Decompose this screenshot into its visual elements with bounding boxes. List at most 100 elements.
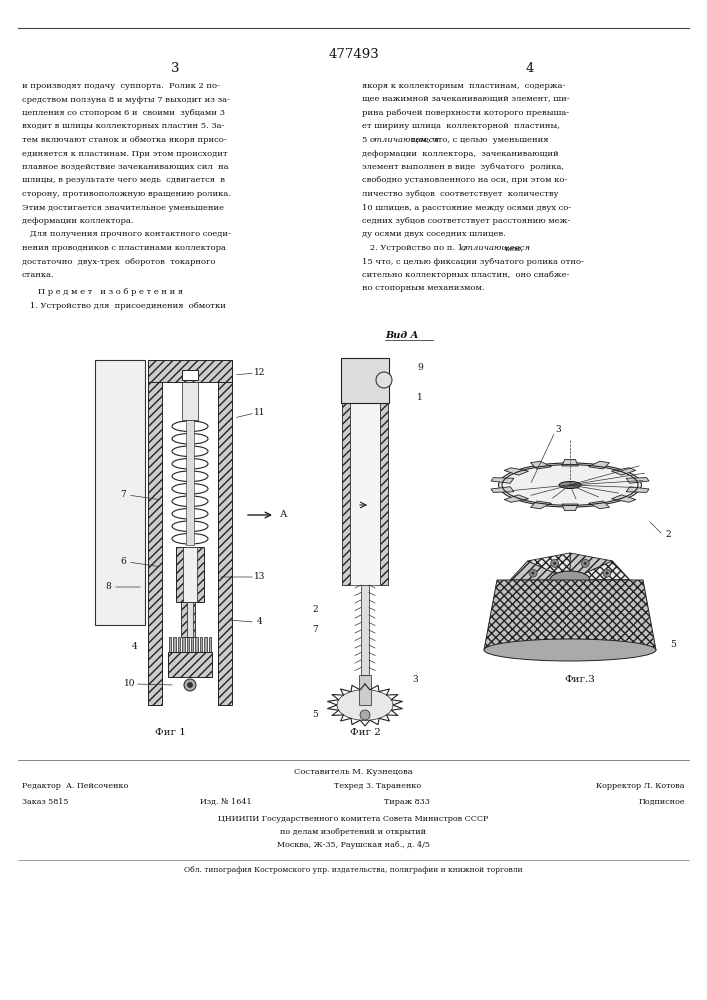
Polygon shape [491,487,514,492]
Text: станка.: станка. [22,271,54,279]
Text: деформации  коллектора,  зачеканивающий: деформации коллектора, зачеканивающий [362,149,559,157]
Polygon shape [626,478,649,483]
Text: тем включают станок и обмотка якоря присо-: тем включают станок и обмотка якоря прис… [22,136,227,144]
Text: тем,: тем, [499,244,523,252]
Text: 12: 12 [255,368,266,377]
Text: личество зубцов  соответствует  количеству: личество зубцов соответствует количеству [362,190,559,198]
Polygon shape [570,553,612,574]
Bar [187,602,193,637]
Text: Тираж 833: Тираж 833 [383,798,429,806]
Bar [187,637,189,652]
Bar [176,547,204,602]
Polygon shape [510,561,556,580]
Ellipse shape [498,463,641,507]
Bar [342,360,350,585]
Circle shape [360,710,370,720]
Text: по делам изобретений и открытий: по делам изобретений и открытий [281,828,426,836]
Polygon shape [570,586,612,607]
Text: 2: 2 [312,605,318,614]
Bar [350,360,380,585]
Bar [186,420,194,545]
Text: 2. Устройство по п. 1,: 2. Устройство по п. 1, [362,244,471,252]
Text: нения проводников с пластинами коллектора: нения проводников с пластинами коллектор… [22,244,226,252]
Text: деформации коллектора.: деформации коллектора. [22,217,134,225]
Text: Заказ 5815: Заказ 5815 [22,798,69,806]
Text: 3: 3 [412,675,418,684]
Text: плавное воздействие зачеканивающих сил  на: плавное воздействие зачеканивающих сил н… [22,163,228,171]
Ellipse shape [484,639,656,661]
Bar [148,360,232,382]
Text: Изд. № 1641: Изд. № 1641 [200,798,252,806]
Polygon shape [527,553,570,574]
Bar [218,360,232,705]
Text: 5: 5 [312,710,318,719]
Bar [182,382,198,420]
Bar [209,637,211,652]
Polygon shape [484,580,656,650]
Text: Подписное: Подписное [638,798,685,806]
Text: 3: 3 [555,425,561,434]
Text: 4: 4 [257,617,263,626]
Text: 15 что, с целью фиксации зубчатого ролика отно-: 15 что, с целью фиксации зубчатого ролик… [362,257,584,265]
Circle shape [581,593,590,601]
Text: Москва, Ж-35, Раушская наб., д. 4/5: Москва, Ж-35, Раушская наб., д. 4/5 [277,841,430,849]
Text: Для получения прочного контактного соеди-: Для получения прочного контактного соеди… [22,231,231,238]
Text: Этим достигается значительное уменьшение: Этим достигается значительное уменьшение [22,204,224,212]
Polygon shape [504,468,529,475]
Bar [191,637,194,652]
Text: 11: 11 [255,408,266,417]
Circle shape [603,583,611,591]
Polygon shape [510,580,556,599]
Bar [168,652,212,677]
Text: якоря к коллекторным  пластинам,  содержа-: якоря к коллекторным пластинам, содержа- [362,82,566,90]
Bar [200,637,202,652]
Text: 7: 7 [312,625,318,634]
Bar [182,637,185,652]
Bar [204,637,206,652]
Bar [195,637,198,652]
Text: шлицы, в результате чего медь  сдвигается  в: шлицы, в результате чего медь сдвигается… [22,176,225,184]
Text: отличающееся: отличающееся [460,244,530,252]
Circle shape [532,572,534,575]
Text: единяется к пластинам. При этом происходит: единяется к пластинам. При этом происход… [22,149,228,157]
Text: 10 шлицев, а расстояние между осями двух со-: 10 шлицев, а расстояние между осями двух… [362,204,571,212]
Polygon shape [626,487,649,492]
Polygon shape [491,478,514,483]
Text: но стопорным механизмом.: но стопорным механизмом. [362,284,484,292]
Circle shape [187,682,192,688]
Circle shape [581,559,590,567]
Text: 3: 3 [171,62,180,75]
Text: сторону, противоположную вращению ролика.: сторону, противоположную вращению ролика… [22,190,231,198]
Polygon shape [588,461,609,469]
Text: 9: 9 [417,363,423,372]
Circle shape [551,593,559,601]
Text: тем, что, с целью  уменьшения: тем, что, с целью уменьшения [408,136,549,144]
Bar [182,370,198,380]
Polygon shape [584,580,630,599]
Text: Редактор  А. Пейсоченко: Редактор А. Пейсоченко [22,782,128,790]
Text: 1. Устройство для  присоединения  обмотки: 1. Устройство для присоединения обмотки [22,302,226,310]
Text: элемент выполнен в виде  зубчатого  ролика,: элемент выполнен в виде зубчатого ролика… [362,163,564,171]
Text: Фиг 1: Фиг 1 [155,728,185,737]
Text: ЦНИИПИ Государственного комитета Совета Министров СССР: ЦНИИПИ Государственного комитета Совета … [218,815,489,823]
Text: 7: 7 [120,490,126,499]
Polygon shape [562,504,578,511]
Text: средством ползуна 8 и муфты 7 выходит из за-: средством ползуна 8 и муфты 7 выходит из… [22,96,230,104]
Bar [169,637,171,652]
Text: достаточно  двух-трех  оборотов  токарного: достаточно двух-трех оборотов токарного [22,257,216,265]
Polygon shape [588,501,609,509]
Polygon shape [612,468,636,475]
Text: 5: 5 [362,136,370,144]
Text: седних зубцов соответствует расстоянию меж-: седних зубцов соответствует расстоянию м… [362,217,571,225]
Text: Фиг 2: Фиг 2 [349,728,380,737]
Polygon shape [562,459,578,466]
Circle shape [553,595,556,598]
Text: 6: 6 [120,557,126,566]
Text: Обл. типография Костромского упр. издательства, полиграфии и книжной торговли: Обл. типография Костромского упр. издате… [185,866,522,874]
Bar [359,675,371,705]
Text: П р е д м е т   и з о б р е т е н и я: П р е д м е т и з о б р е т е н и я [22,288,183,296]
Text: 4: 4 [526,62,534,75]
Circle shape [584,595,587,598]
Text: 8: 8 [105,582,111,591]
Circle shape [376,372,392,388]
